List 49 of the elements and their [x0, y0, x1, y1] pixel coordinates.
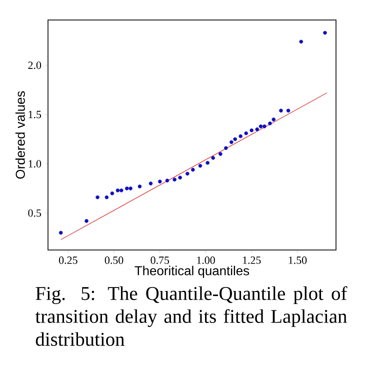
point — [84, 219, 88, 223]
caption: Fig. 5: The Quantile-Quantile plot of transition delay and its fitted Laplacian distribution — [35, 286, 348, 346]
point — [268, 122, 272, 126]
point — [96, 195, 100, 200]
point — [211, 156, 215, 160]
x-tick-label: 0.50 — [104, 256, 124, 264]
point — [119, 188, 124, 192]
point — [128, 186, 132, 190]
x-tick-label: 1.00 — [197, 256, 215, 264]
point — [233, 137, 238, 142]
point — [262, 124, 266, 128]
point — [191, 168, 195, 172]
y-axis-title: Ordered values — [15, 91, 25, 179]
x-tick-label: 0.25 — [59, 256, 78, 264]
point — [110, 191, 114, 196]
y-tick-label: 1.0 — [28, 160, 42, 168]
point — [138, 184, 142, 188]
point — [224, 146, 228, 150]
point — [230, 140, 234, 144]
x-tick-label: 1.25 — [243, 256, 261, 264]
point — [244, 131, 248, 136]
y-tick-label: 1.5 — [28, 110, 42, 118]
point — [172, 178, 176, 182]
point — [250, 128, 254, 132]
point — [206, 160, 210, 165]
point — [186, 172, 190, 176]
point — [58, 230, 63, 235]
point — [158, 180, 162, 184]
point — [238, 134, 243, 138]
point — [272, 118, 276, 122]
point — [279, 108, 283, 113]
point — [198, 164, 202, 168]
point — [286, 108, 290, 113]
point — [124, 186, 129, 190]
point — [218, 152, 222, 156]
y-tick-label: 0.5 — [28, 209, 42, 217]
point — [299, 40, 304, 44]
point — [255, 127, 260, 132]
point — [258, 124, 263, 128]
point — [116, 188, 120, 192]
y-tick-label: 2.0 — [28, 62, 42, 70]
point — [104, 195, 109, 200]
point — [148, 182, 153, 186]
point — [323, 30, 327, 35]
x-tick-label: 0.75 — [150, 256, 170, 264]
x-tick-label: 1.50 — [288, 256, 307, 264]
point — [178, 176, 182, 180]
point — [165, 178, 170, 182]
x-axis-title: Theoritical quantiles — [134, 266, 250, 278]
